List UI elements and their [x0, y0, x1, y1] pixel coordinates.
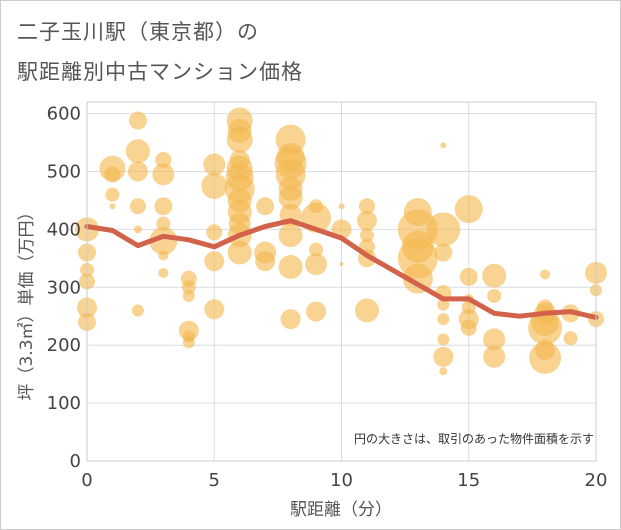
bubble-point [154, 197, 173, 216]
bubble-point [226, 126, 253, 153]
bubble-point [127, 161, 148, 182]
bubble-point [181, 280, 196, 295]
bubble-point [483, 328, 506, 351]
y-tick-label: 0 [70, 451, 81, 472]
bubble-point [339, 262, 344, 267]
bubble-point [440, 142, 447, 149]
x-axis-label: 駅距離（分） [290, 500, 392, 520]
trend-line [84, 218, 599, 320]
y-tick-label: 600 [47, 104, 81, 125]
x-tick-label: 20 [585, 470, 608, 491]
bubble-point [280, 309, 301, 330]
bubble-point [203, 153, 226, 176]
bubble-point [204, 299, 225, 320]
bubble-point [152, 163, 175, 186]
bubble-point [359, 228, 374, 243]
bubble-point [354, 298, 379, 323]
y-axis-ticks: 0 100 200 300 400 500 600 [47, 104, 81, 472]
chart-title-line-1: 二子玉川駅（東京都）の [17, 20, 259, 44]
bubble-point [437, 298, 450, 311]
bubble-point [434, 243, 453, 262]
y-tick-label: 100 [47, 393, 81, 414]
x-axis-ticks: 0 5 10 15 20 [81, 470, 607, 491]
bubble-point [206, 224, 223, 241]
bubble-point [540, 269, 551, 280]
bubble-point [459, 267, 478, 286]
chart-title-line-2: 駅距離別中古マンション価格 [17, 60, 303, 84]
bubble-point [125, 139, 150, 164]
bubble-point [201, 172, 228, 199]
bubble-point [426, 212, 461, 247]
bubble-point [155, 151, 172, 168]
bubble-point [306, 301, 327, 322]
bubble-point [278, 223, 303, 248]
bubble-point [563, 331, 578, 346]
bubble-point [255, 251, 276, 272]
bubble-point [204, 251, 225, 272]
bubble-point [133, 225, 142, 234]
bubble-point [358, 198, 375, 215]
bubble-point [109, 203, 116, 210]
y-axis-label: 坪（3.3㎡）単価（万円） [17, 203, 37, 400]
bubble-point [158, 267, 169, 278]
bubble-point [256, 197, 275, 216]
bubble-point [529, 341, 562, 374]
y-tick-label: 400 [47, 219, 81, 240]
bubble-point [439, 367, 448, 376]
bubble-point [182, 336, 195, 349]
bubble-point [356, 210, 377, 231]
y-tick-label: 200 [47, 335, 81, 356]
bubble-point [149, 226, 178, 255]
bubble-point [460, 319, 477, 336]
bubble-point [482, 263, 507, 288]
bubble-point [309, 242, 324, 257]
bubble-point [305, 253, 328, 276]
bubble-point [227, 240, 252, 265]
bubble-size-note: 円の大きさは、取引のあった物件面積を示す [354, 431, 594, 446]
bubble-point [158, 250, 169, 261]
bubble-point [278, 255, 303, 280]
bubble-point [129, 198, 146, 215]
plot-border [86, 101, 597, 462]
x-tick-label: 5 [209, 470, 220, 491]
bubble-point [487, 288, 502, 303]
bubble-point [483, 345, 506, 368]
bubble-point [278, 185, 303, 210]
bubble-point [182, 289, 195, 302]
bubble-point [128, 111, 147, 130]
bubble-point [454, 195, 483, 224]
bubble-point [437, 333, 450, 346]
bubble-point [437, 313, 450, 326]
y-tick-label: 500 [47, 161, 81, 182]
bubble-series [75, 107, 607, 376]
bubble-point [104, 166, 121, 183]
bubble-point [156, 216, 171, 231]
y-tick-label: 300 [47, 277, 81, 298]
bubble-point [338, 203, 345, 210]
x-tick-label: 0 [81, 470, 92, 491]
x-tick-label: 15 [457, 470, 480, 491]
bubble-point [131, 304, 144, 317]
bubble-point [528, 310, 563, 345]
bubble-point [433, 346, 454, 367]
bubble-point [105, 187, 120, 202]
x-tick-label: 10 [330, 470, 353, 491]
